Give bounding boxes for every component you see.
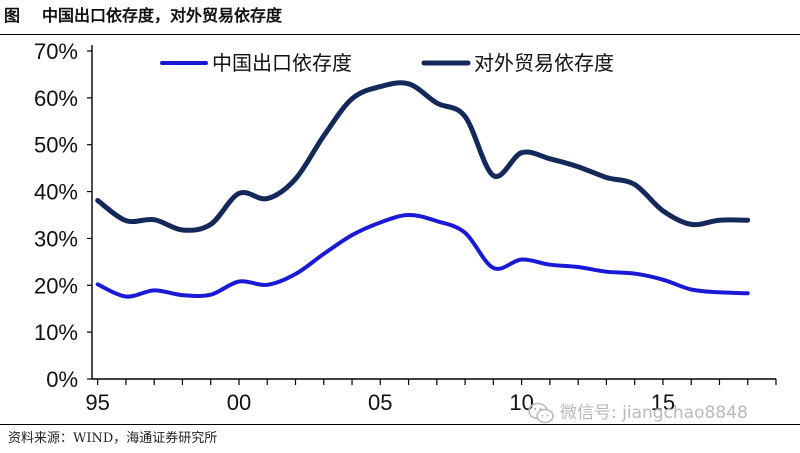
figure-title: 中国出口依存度，对外贸易依存度	[42, 6, 283, 25]
x-tick-label: 05	[368, 390, 392, 415]
y-axis-ticks: 0% 10% 20% 30% 40% 50% 60% 70%	[34, 39, 92, 392]
x-tick-label: 15	[651, 390, 675, 415]
y-tick-label: 0%	[46, 367, 78, 392]
y-tick-label: 60%	[34, 86, 78, 111]
series-lines	[95, 80, 751, 299]
y-tick-label: 30%	[34, 226, 78, 251]
source-note: 资料来源：WIND，海通证券研究所	[8, 431, 218, 446]
x-tick-label: 95	[85, 390, 109, 415]
figure-caption: 图 中国出口依存度，对外贸易依存度	[4, 2, 282, 30]
watermark-text: 微信号: jiangchao8848	[560, 403, 748, 423]
y-tick-label: 50%	[34, 133, 78, 158]
chart: 0%10%20%30%40%50%60%70% 95 00 05 10 15 中国出口依…	[34, 39, 777, 415]
series-line-export-dependence	[95, 212, 750, 299]
series-line-trade-dependence	[95, 80, 751, 233]
legend-label: 中国出口依存度	[212, 51, 352, 75]
top-rule	[0, 34, 800, 35]
wechat-icon	[528, 402, 554, 424]
y-tick-label: 10%	[34, 320, 78, 345]
watermark: 微信号: jiangchao8848	[528, 398, 748, 428]
y-tick-label: 70%	[34, 39, 78, 64]
x-tick-label: 00	[227, 390, 251, 415]
y-tick-label: 20%	[34, 273, 78, 298]
chart-legend: 中国出口依存度 对外贸易依存度	[160, 51, 614, 75]
bottom-rule	[0, 424, 800, 425]
legend-label: 对外贸易依存度	[474, 51, 614, 75]
y-tick-label: 40%	[34, 180, 78, 205]
chart-axes	[91, 45, 776, 380]
x-axis-ticks: 95 00 05 10 15	[85, 379, 777, 415]
figure-label: 图	[4, 6, 21, 25]
